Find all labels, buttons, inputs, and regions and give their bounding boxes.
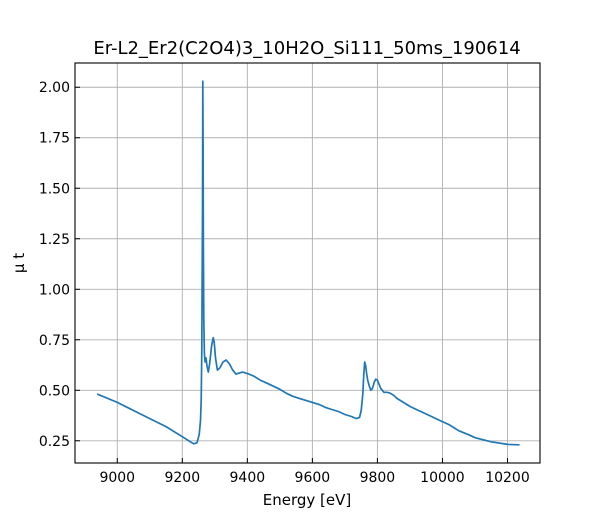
series-layer: [96, 80, 520, 446]
x-tick-label: 10200: [485, 470, 530, 486]
x-tick-label: 9200: [164, 470, 200, 486]
x-tick-label: 10000: [420, 470, 465, 486]
chart-title: Er-L2_Er2(C2O4)3_10H2O_Si111_50ms_190614: [93, 38, 520, 59]
grid-layer: [75, 63, 540, 463]
x-tick-label: 9800: [360, 470, 396, 486]
x-tick-label: 9000: [99, 470, 135, 486]
y-tick-label: 0.50: [39, 383, 70, 399]
y-tick-label: 0.75: [39, 333, 70, 349]
y-tick-label: 2.00: [39, 80, 70, 96]
ticks-layer: 9000 9200 9400 9600 9800 10000 10200 0.25 0.50 0.…: [39, 80, 530, 486]
y-tick-label: 1.00: [39, 282, 70, 298]
y-tick-label: 1.75: [39, 131, 70, 147]
y-tick-label: 1.25: [39, 232, 70, 248]
x-tick-label: 9400: [230, 470, 266, 486]
series-line: [96, 80, 520, 446]
y-tick-label: 0.25: [39, 434, 70, 450]
x-axis-label: Energy [eV]: [263, 491, 351, 509]
y-axis-label: μ t: [10, 253, 28, 273]
y-tick-label: 1.50: [39, 181, 70, 197]
plot-frame: [74, 62, 541, 464]
x-tick-label: 9600: [295, 470, 331, 486]
